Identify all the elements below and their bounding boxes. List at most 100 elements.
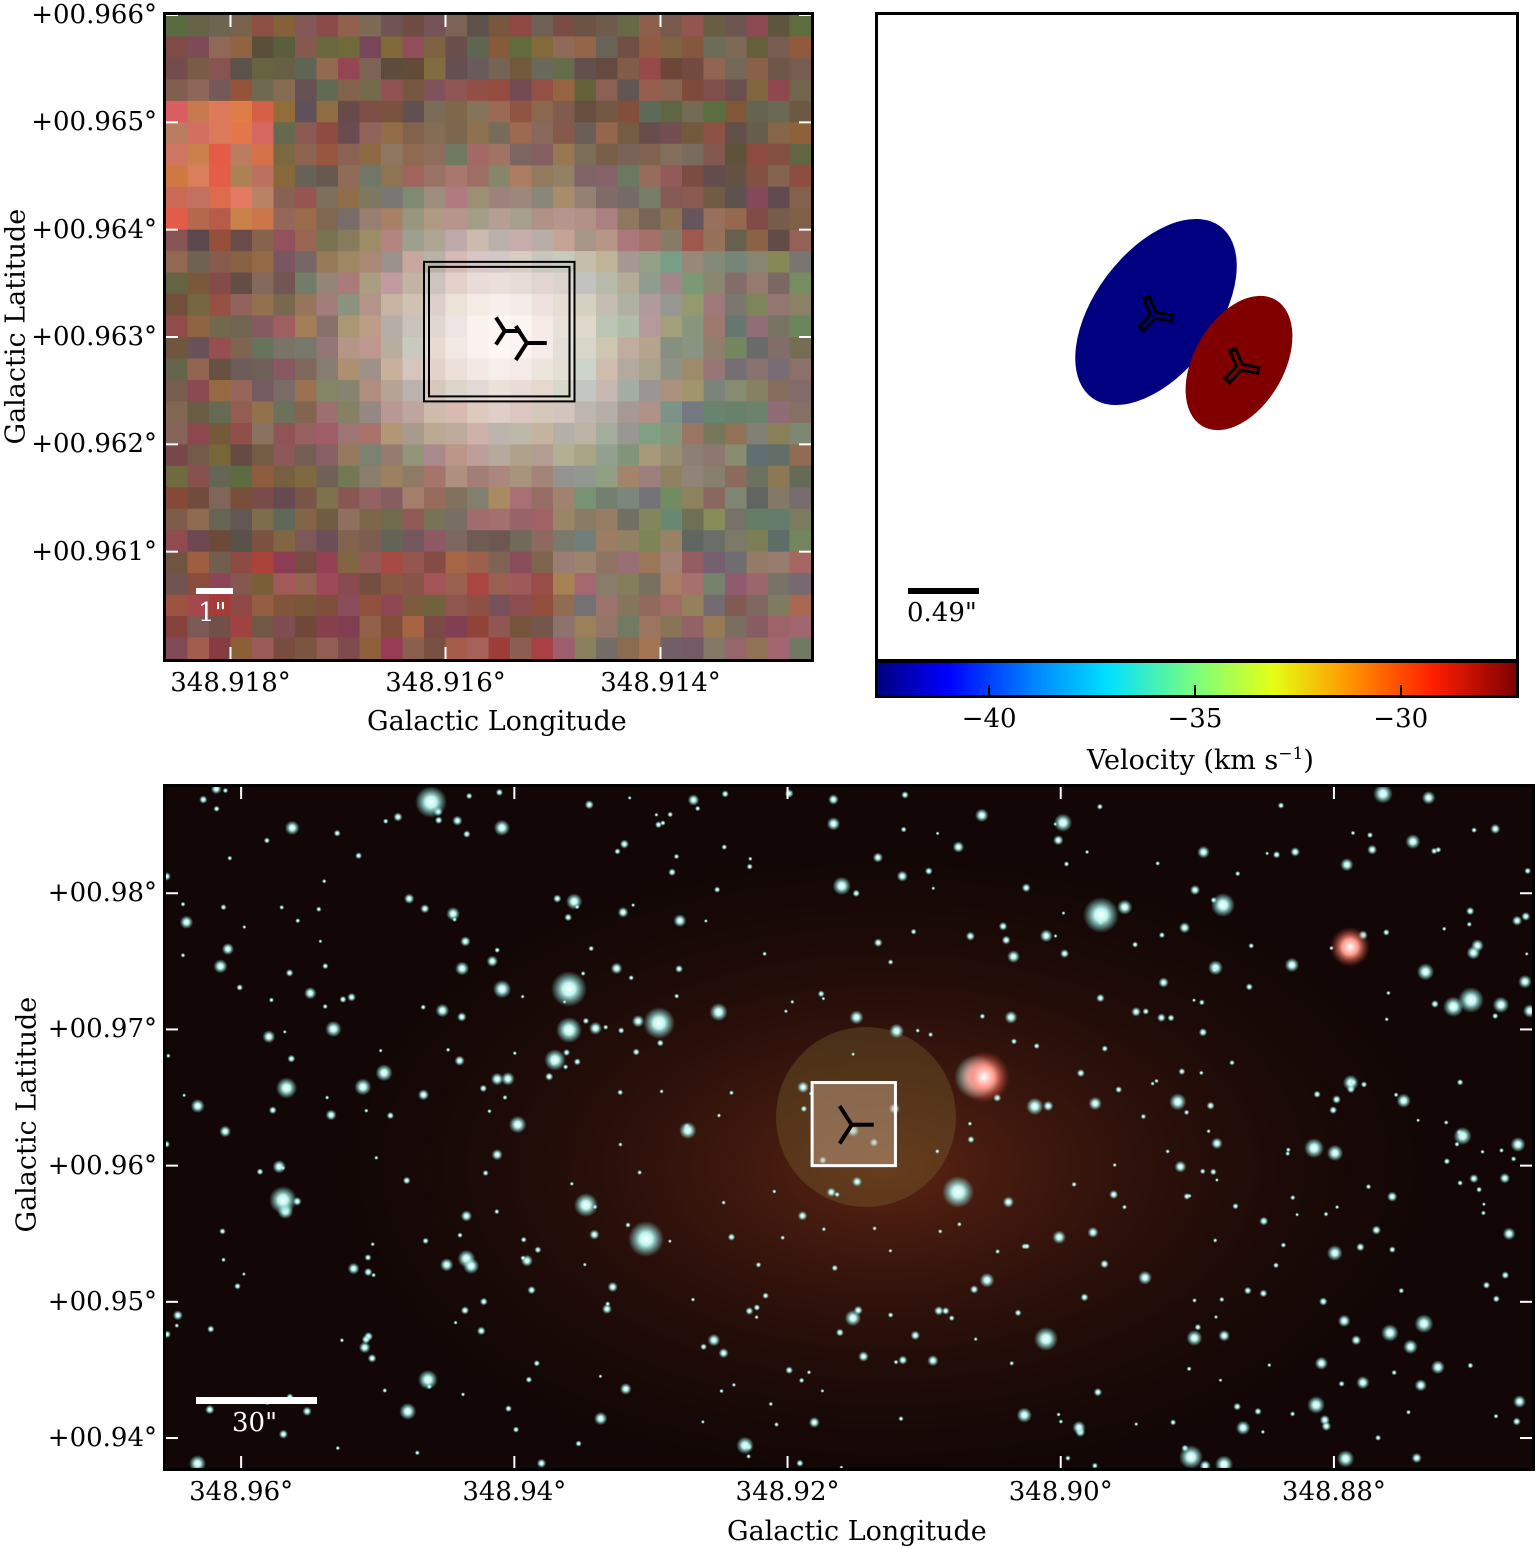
y-tick-mark <box>799 550 811 553</box>
region-box <box>423 260 576 403</box>
scale-bar <box>908 588 979 594</box>
velocity-map-canvas <box>908 218 1293 594</box>
red-star <box>1330 927 1370 967</box>
velocity-scalebar-label: 0.49" <box>907 598 977 628</box>
scale-bar <box>196 588 233 594</box>
y-tick-mark <box>166 15 178 16</box>
colorbar-tick-mark <box>1193 685 1196 695</box>
y-tick-mark <box>799 228 811 231</box>
x-tick-mark <box>240 1456 243 1468</box>
region-box-inner <box>428 265 571 398</box>
velocity-colorbar <box>875 660 1519 698</box>
star-field <box>166 787 1532 1468</box>
bright-star <box>628 1221 664 1257</box>
x-tick-mark <box>1059 1456 1062 1468</box>
y-tick-label: +00.94° <box>47 1423 157 1454</box>
y-tick-mark <box>166 892 178 895</box>
y-tick-mark <box>799 15 811 16</box>
y-tick-mark <box>1520 1437 1532 1440</box>
y-tick-label: +00.966° <box>31 0 157 30</box>
y-tick-label: +00.964° <box>31 214 157 245</box>
y-tick-mark <box>799 443 811 446</box>
zoom-region-box <box>810 1081 897 1168</box>
x-tick-mark <box>786 1456 789 1468</box>
zoom-image-panel <box>163 12 814 662</box>
colorbar-tick-label: −40 <box>961 704 1017 734</box>
zoom-image-ylabel: Galactic Latitude <box>0 208 32 445</box>
x-tick-mark <box>513 787 516 799</box>
x-tick-mark <box>1332 787 1335 799</box>
scale-bar <box>196 1397 317 1404</box>
y-tick-label: +00.965° <box>31 107 157 138</box>
y-tick-mark <box>166 550 178 553</box>
wide-scalebar-label: 30" <box>232 1408 278 1438</box>
x-tick-mark <box>513 1456 516 1468</box>
y-tick-mark <box>166 121 178 124</box>
x-tick-mark <box>240 787 243 799</box>
y-tick-label: +00.963° <box>31 322 157 352</box>
y-tick-label: +00.95° <box>47 1286 157 1317</box>
y-tick-mark <box>1520 1028 1532 1031</box>
x-tick-mark <box>659 647 662 659</box>
zoom-image-canvas <box>166 15 811 659</box>
y-tick-mark <box>166 1437 178 1440</box>
x-tick-mark <box>229 647 232 659</box>
bright-star <box>643 1007 675 1039</box>
x-tick-label: 348.94° <box>462 1477 567 1507</box>
colorbar-tick-mark <box>988 685 991 695</box>
y-tick-mark <box>166 228 178 231</box>
y-tick-label: +00.962° <box>31 429 157 460</box>
source-marker <box>837 1104 874 1145</box>
x-tick-mark <box>659 15 662 27</box>
x-tick-mark <box>444 15 447 27</box>
colorbar-tick-mark <box>1399 685 1402 695</box>
bright-star <box>556 1017 582 1043</box>
x-tick-label: 348.916° <box>385 668 506 698</box>
x-tick-label: 348.92° <box>735 1477 840 1507</box>
y-tick-label: +00.97° <box>47 1014 157 1045</box>
colorbar-label: Velocity (km s−1) <box>1087 744 1314 776</box>
colorbar-tick-label: −30 <box>1373 704 1429 734</box>
bright-star <box>551 971 587 1007</box>
bright-star <box>942 1176 974 1208</box>
x-tick-label: 348.90° <box>1008 1477 1113 1507</box>
y-tick-mark <box>166 1028 178 1031</box>
y-tick-mark <box>166 443 178 446</box>
bright-star <box>1458 987 1484 1013</box>
colorbar-tick-label: −35 <box>1167 704 1223 734</box>
x-tick-label: 348.96° <box>189 1477 294 1507</box>
bright-star <box>1034 1327 1058 1351</box>
velocity-map-panel <box>875 12 1519 662</box>
y-tick-mark <box>799 336 811 338</box>
x-tick-mark <box>444 647 447 659</box>
wide-field-image-canvas <box>166 787 1532 1468</box>
y-tick-mark <box>1520 1300 1532 1303</box>
y-tick-mark <box>799 121 811 124</box>
red-star <box>958 1051 1010 1103</box>
y-tick-label: +00.98° <box>47 878 157 909</box>
x-tick-label: 348.914° <box>600 668 721 698</box>
y-tick-mark <box>166 1300 178 1303</box>
wide-image-xlabel: Galactic Longitude <box>727 1516 987 1547</box>
bright-star <box>1211 893 1235 917</box>
image-pixels <box>166 15 811 659</box>
x-tick-mark <box>1059 787 1062 799</box>
bright-star <box>415 787 447 818</box>
source-marker <box>514 324 547 362</box>
bright-star <box>269 1186 297 1214</box>
bright-star <box>1179 1445 1203 1468</box>
y-tick-label: +00.96° <box>47 1150 157 1181</box>
zoom-image-xlabel: Galactic Longitude <box>367 706 627 737</box>
y-tick-mark <box>1520 892 1532 895</box>
x-tick-mark <box>1332 1456 1335 1468</box>
wide-field-image-panel <box>163 784 1535 1471</box>
y-tick-mark <box>166 1164 178 1167</box>
y-tick-mark <box>1520 1164 1532 1167</box>
bright-star <box>1083 897 1119 933</box>
x-tick-label: 348.918° <box>170 668 291 698</box>
y-tick-mark <box>166 336 178 338</box>
bright-star <box>574 1193 598 1217</box>
x-tick-mark <box>786 787 789 799</box>
y-tick-label: +00.961° <box>31 536 157 567</box>
wide-image-ylabel: Galactic Latitude <box>11 996 43 1233</box>
